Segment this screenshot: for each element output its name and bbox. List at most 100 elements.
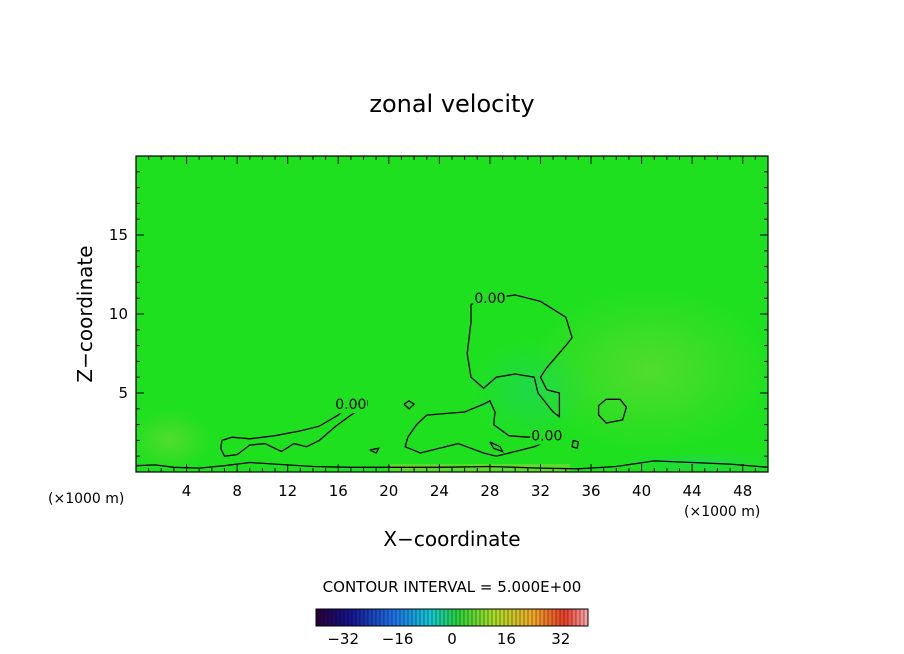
colorbar-frame <box>315 608 589 627</box>
colorbar-cell <box>540 609 545 626</box>
colorbar-cell <box>504 609 509 626</box>
colorbar-cell <box>548 609 553 626</box>
colorbar-tick-label: 16 <box>497 630 516 648</box>
colorbar-cell <box>320 609 325 626</box>
colorbar-cell <box>524 609 529 626</box>
colorbar-cell <box>376 609 381 626</box>
colorbar-cell <box>432 609 437 626</box>
contour-labels: 0.00 0.00 0.00 <box>334 291 564 445</box>
colorbar-cell <box>492 609 497 626</box>
contour-line <box>466 294 573 418</box>
colorbar-cell <box>476 609 481 626</box>
colorbar-cell <box>572 609 577 626</box>
colorbar-cell <box>528 609 533 626</box>
colorbar-cell <box>516 609 521 626</box>
x-tick-label: 48 <box>733 482 752 500</box>
colorbar-cell <box>560 609 565 626</box>
colorbar-cell <box>480 609 485 626</box>
colorbar-cell <box>344 609 349 626</box>
colorbar-cell <box>440 609 445 626</box>
colorbar-cell <box>424 609 429 626</box>
colorbar-cell <box>340 609 345 626</box>
contour-line <box>220 400 368 457</box>
x-tick-label: 24 <box>430 482 449 500</box>
x-unit-label-left: (×1000 m) <box>48 491 124 507</box>
colorbar-cell <box>328 609 333 626</box>
colorbar-cell <box>584 609 589 626</box>
contour-label: 0.00 <box>474 291 505 307</box>
colorbar-cell <box>324 609 329 626</box>
colorbar-cell <box>436 609 441 626</box>
colorbar-cell <box>380 609 385 626</box>
contour-line <box>571 439 580 450</box>
x-tick-label: 16 <box>329 482 348 500</box>
x-tick-label: 8 <box>232 482 242 500</box>
contour-label: 0.00 <box>531 429 562 445</box>
colorbar-cell <box>552 609 557 626</box>
colorbar-cell <box>420 609 425 626</box>
x-tick-label: 44 <box>683 482 702 500</box>
colorbar-cell <box>368 609 373 626</box>
colorbar-cell <box>400 609 405 626</box>
colorbar-cell <box>536 609 541 626</box>
contour-line <box>597 398 628 424</box>
colorbar-cell <box>372 609 377 626</box>
colorbar-tick-label: 0 <box>447 630 457 648</box>
x-tick-label: 32 <box>531 482 550 500</box>
colorbar-cell <box>520 609 525 626</box>
y-tick-label: 5 <box>118 384 128 402</box>
colorbar-tick-label: −16 <box>382 630 414 648</box>
x-tick-label: 12 <box>278 482 297 500</box>
colorbar-cell <box>348 609 353 626</box>
colorbar-cell <box>364 609 369 626</box>
colorbar-cell <box>408 609 413 626</box>
colorbar-cell <box>388 609 393 626</box>
contour-line <box>489 441 504 453</box>
colorbar-cell <box>484 609 489 626</box>
colorbar-cell <box>472 609 477 626</box>
colorbar-cell <box>508 609 513 626</box>
colorbar-cell <box>332 609 337 626</box>
colorbar-cell <box>488 609 493 626</box>
colorbar-cell <box>568 609 573 626</box>
x-tick-label: 36 <box>581 482 600 500</box>
colorbar-cell <box>384 609 389 626</box>
colorbar-cell <box>464 609 469 626</box>
colorbar-cell <box>416 609 421 626</box>
colorbar-cell <box>564 609 569 626</box>
colorbar-cell <box>448 609 453 626</box>
colorbar-cell <box>556 609 561 626</box>
x-tick-label: 20 <box>379 482 398 500</box>
contour-label: 0.00 <box>335 397 366 413</box>
x-tick-label: 28 <box>480 482 499 500</box>
colorbar-cell <box>580 609 585 626</box>
x-axis-title: X−coordinate <box>383 527 520 551</box>
colorbar-cell <box>532 609 537 626</box>
colorbar-cell <box>360 609 365 626</box>
colorbar-cell <box>460 609 465 626</box>
colorbar-cell <box>352 609 357 626</box>
y-tick-label: 10 <box>109 305 128 323</box>
colorbar-cell <box>428 609 433 626</box>
colorbar-tick-label: −32 <box>327 630 359 648</box>
colorbar-cell <box>500 609 505 626</box>
colorbar-cell <box>392 609 397 626</box>
colorbar-cell <box>544 609 549 626</box>
colorbar-cell <box>396 609 401 626</box>
x-unit-label-right: (×1000 m) <box>684 504 760 520</box>
contour-interval-text: CONTOUR INTERVAL = 5.000E+00 <box>323 578 582 596</box>
colorbar-cell <box>404 609 409 626</box>
colorbar-cell <box>412 609 417 626</box>
colorbar-cell <box>576 609 581 626</box>
colorbar-cell <box>512 609 517 626</box>
colorbar-cell <box>444 609 449 626</box>
colorbar-cell <box>336 609 341 626</box>
colorbar-cell <box>496 609 501 626</box>
colorbar-cell <box>356 609 361 626</box>
y-tick-label: 15 <box>109 226 128 244</box>
colorbar-cell <box>452 609 457 626</box>
contour-line <box>403 400 416 410</box>
